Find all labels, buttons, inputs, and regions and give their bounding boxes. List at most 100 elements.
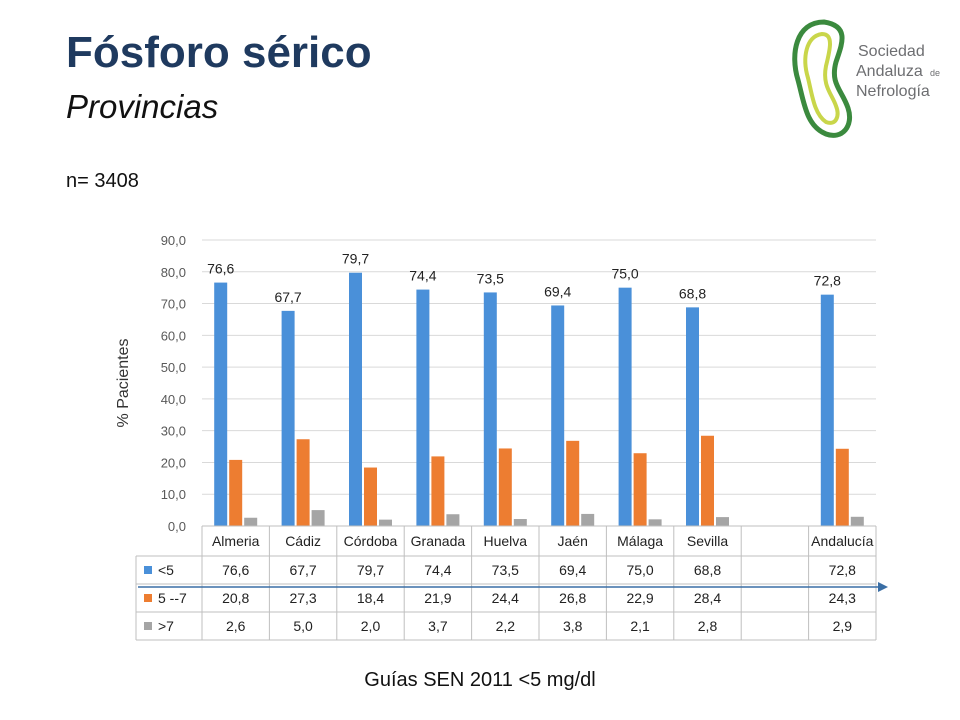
y-tick-label: 40,0	[161, 392, 186, 407]
bar-data-label: 75,0	[611, 266, 638, 282]
bar	[618, 287, 632, 526]
bar-data-label: 79,7	[342, 251, 369, 267]
bar	[716, 517, 729, 526]
table-cell-value: 2,0	[361, 618, 381, 634]
y-tick-label: 60,0	[161, 328, 186, 343]
bar	[349, 272, 362, 526]
bar-data-label: 72,8	[814, 273, 841, 289]
bar-data-label: 67,7	[274, 289, 301, 305]
table-cell-value: 24,4	[492, 590, 519, 606]
table-cell-value: 72,8	[829, 562, 856, 578]
table-cell-value: 28,4	[694, 590, 721, 606]
guideline-footnote: Guías SEN 2011 <5 mg/dl	[364, 669, 596, 691]
bar	[850, 516, 864, 526]
x-category-label: Sevilla	[687, 533, 728, 549]
x-category-label: Córdoba	[344, 533, 398, 549]
bar	[281, 310, 295, 526]
table-cell-value: 26,8	[559, 590, 586, 606]
bar	[311, 510, 325, 526]
table-cell-value: 2,2	[496, 618, 516, 634]
bar-data-label: 68,8	[679, 285, 706, 301]
table-cell-value: 2,9	[833, 618, 853, 634]
y-tick-label: 70,0	[161, 297, 186, 312]
bar	[551, 305, 565, 526]
logo-text-line3: Nefrología	[856, 83, 930, 100]
table-cell-value: 3,8	[563, 618, 583, 634]
x-category-label: Jaén	[558, 533, 588, 549]
table-cell-value: 27,3	[289, 590, 316, 606]
table-cell-value: 79,7	[357, 562, 384, 578]
logo-text-line2: Andaluza	[856, 63, 923, 80]
bar	[835, 448, 849, 526]
table-cell-value: 2,6	[226, 618, 246, 634]
y-tick-label: 20,0	[161, 455, 186, 470]
y-axis-label: % Pacientes	[115, 339, 132, 428]
table-cell-value: 69,4	[559, 562, 586, 578]
bar-data-label: 69,4	[544, 283, 571, 299]
table-cell-value: 76,6	[222, 562, 249, 578]
table-cell-value: 75,0	[626, 562, 653, 578]
bar	[483, 292, 497, 526]
bar-data-label: 73,5	[477, 270, 504, 286]
phosphorus-bar-chart: 0,0 10,0 20,0 30,0 40,0 50,0 60,0 70,0 80,0 90,0%…	[115, 233, 888, 641]
sociedad-andaluza-nefrologia-logo: Sociedad Andaluza de Nefrología	[792, 19, 940, 138]
x-category-label: Cádiz	[285, 533, 321, 549]
bar	[498, 448, 512, 526]
legend-swatch	[144, 622, 152, 630]
page-subtitle: Provincias	[66, 88, 219, 125]
bar	[820, 294, 834, 526]
y-tick-label: 30,0	[161, 424, 186, 439]
table-cell-value: 68,8	[694, 562, 721, 578]
bar-data-label: 74,4	[409, 268, 436, 284]
table-cell-value: 21,9	[424, 590, 451, 606]
bar	[229, 459, 243, 526]
legend-label: <5	[158, 562, 174, 578]
y-tick-label: 50,0	[161, 360, 186, 375]
table-cell-value: 73,5	[492, 562, 519, 578]
sample-size-label: n= 3408	[66, 170, 139, 192]
legend-label: >7	[158, 618, 174, 634]
x-category-label: Almeria	[212, 533, 260, 549]
bar	[446, 514, 460, 526]
bar	[416, 289, 430, 526]
y-tick-label: 0,0	[168, 519, 186, 534]
page-title: Fósforo sérico	[66, 28, 372, 77]
x-category-label: Granada	[411, 533, 466, 549]
logo-kidney-inner	[803, 31, 840, 125]
logo-text-line1: Sociedad	[858, 43, 925, 60]
table-cell-value: 20,8	[222, 590, 249, 606]
bar	[513, 519, 527, 526]
legend-label: 5 --7	[158, 590, 187, 606]
y-tick-label: 80,0	[161, 265, 186, 280]
table-cell-value: 74,4	[424, 562, 451, 578]
bar	[244, 517, 258, 526]
bar	[364, 467, 377, 526]
bar	[581, 513, 595, 526]
bar	[566, 440, 580, 526]
legend-swatch	[144, 566, 152, 574]
bar	[686, 307, 699, 526]
table-cell-value: 67,7	[289, 562, 316, 578]
logo-kidney-outer	[792, 19, 852, 138]
y-tick-label: 90,0	[161, 233, 186, 248]
logo-text-line2-suffix: de	[930, 68, 940, 78]
bar	[431, 456, 445, 526]
arrow-head	[878, 582, 888, 592]
table-cell-value: 2,1	[630, 618, 650, 634]
table-cell-value: 2,8	[698, 618, 718, 634]
bar	[701, 435, 714, 526]
bar	[214, 282, 228, 526]
table-cell-value: 24,3	[829, 590, 856, 606]
y-tick-label: 10,0	[161, 487, 186, 502]
bar	[633, 453, 647, 526]
x-category-label: Huelva	[484, 533, 528, 549]
table-cell-value: 5,0	[293, 618, 313, 634]
bar	[379, 519, 392, 526]
x-category-label: Andalucía	[811, 533, 873, 549]
table-cell-value: 22,9	[626, 590, 653, 606]
bar	[296, 439, 310, 526]
bar-data-label: 76,6	[207, 261, 234, 277]
table-cell-value: 18,4	[357, 590, 384, 606]
bar	[648, 519, 662, 526]
x-category-label: Málaga	[617, 533, 663, 549]
